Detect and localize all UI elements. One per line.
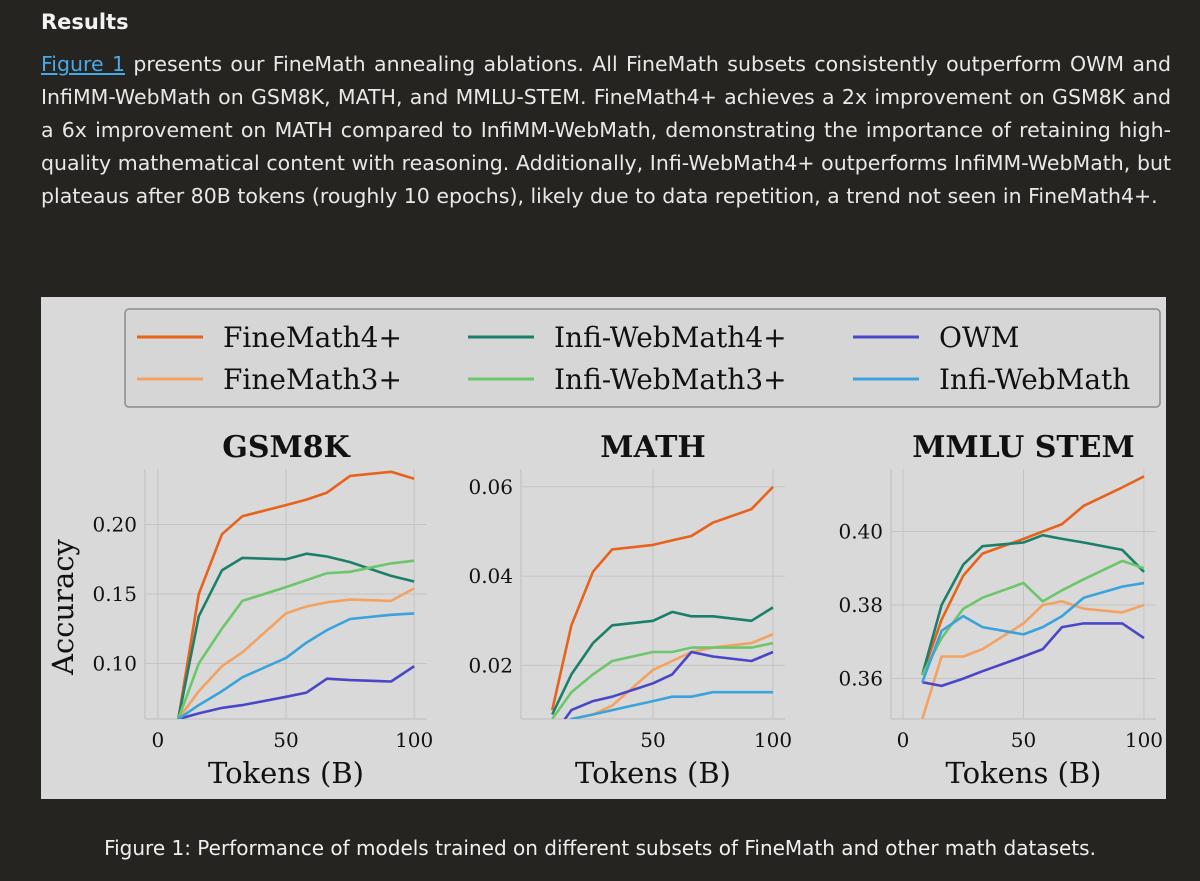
x-tick-label: 100 (395, 728, 433, 752)
legend-label: Infi-WebMath3+ (554, 363, 787, 396)
series-line (177, 552, 415, 719)
series-line (177, 612, 415, 719)
figure-panel: FineMath4+ Infi-WebMath4+ OWM FineMath3+ Inf… (41, 297, 1166, 799)
y-tick-label: 0.02 (468, 653, 513, 677)
x-tick-label: 100 (754, 728, 792, 752)
x-tick-label: 50 (273, 728, 298, 752)
figure-caption: Figure 1: Performance of models trained … (104, 836, 1096, 860)
y-tick-label: 0.10 (92, 651, 137, 675)
x-tick-label: 0 (151, 728, 164, 752)
y-tick-label: 0.36 (838, 667, 883, 691)
series-line (921, 533, 1145, 676)
series-line (177, 559, 415, 719)
y-tick-label: 0.04 (468, 564, 513, 588)
results-paragraph: Figure 1 presents our FineMath annealing… (41, 48, 1171, 213)
y-tick-label: 0.38 (838, 593, 883, 617)
x-axis-label: Tokens (B) (945, 756, 1101, 790)
y-tick-label: 0.15 (92, 582, 137, 606)
subplot-title: GSM8K (222, 430, 350, 465)
x-tick-label: 50 (1011, 728, 1036, 752)
y-tick-label: 0.40 (838, 520, 883, 544)
subplot-title: MMLU STEM (912, 430, 1135, 465)
y-tick-label: 0.20 (92, 513, 137, 537)
x-tick-label: 100 (1125, 728, 1163, 752)
series-line (569, 690, 773, 719)
legend-label: Infi-WebMath (939, 363, 1130, 396)
paragraph-text: presents our FineMath annealing ablation… (41, 52, 1171, 208)
series-line (177, 587, 415, 719)
legend-box (124, 308, 1161, 408)
series-line (563, 650, 774, 719)
x-tick-label: 50 (640, 728, 665, 752)
x-tick-label: 0 (897, 728, 910, 752)
legend-label: FineMath3+ (223, 363, 402, 396)
y-axis-label: Accuracy (46, 538, 80, 675)
subplot-title: MATH (600, 430, 706, 465)
series-line (921, 600, 1145, 719)
section-heading: Results (41, 10, 129, 34)
series-line (921, 581, 1145, 683)
figure-link[interactable]: Figure 1 (41, 52, 126, 76)
series-line (551, 606, 774, 716)
series-line (569, 632, 774, 719)
series-line (177, 470, 415, 719)
series-line (551, 641, 774, 719)
legend-label: Infi-WebMath4+ (554, 321, 787, 354)
series-line (177, 665, 415, 719)
x-axis-label: Tokens (B) (208, 756, 364, 790)
legend-label: OWM (939, 321, 1019, 354)
legend-label: FineMath4+ (223, 321, 402, 354)
y-tick-label: 0.06 (468, 475, 513, 499)
series-line (550, 485, 774, 711)
series-line (921, 475, 1145, 676)
series-line (922, 622, 1145, 688)
x-axis-label: Tokens (B) (575, 756, 731, 790)
figure-svg: FineMath4+ Infi-WebMath4+ OWM FineMath3+ Inf… (46, 308, 1163, 790)
